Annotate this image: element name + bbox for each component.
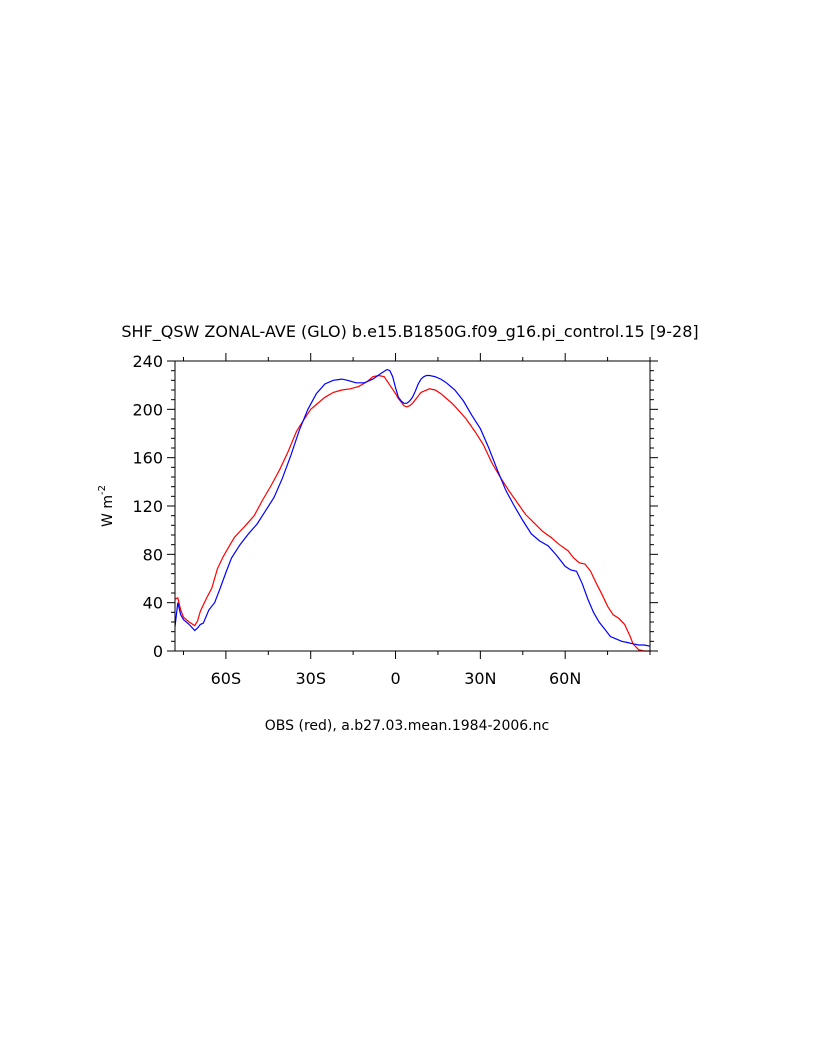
chart-title: SHF_QSW ZONAL-AVE (GLO) b.e15.B1850G.f09… [121, 322, 698, 342]
y-tick-label: 120 [132, 497, 163, 516]
y-tick-label: 80 [143, 545, 163, 564]
y-tick-labels: 0 40 80 120 160 200 240 [132, 352, 163, 661]
x-tick-labels: 60S 30S 0 30N 60N [211, 669, 582, 688]
y-axis-label: W m-2 [97, 485, 116, 527]
x-tick-label: 0 [390, 669, 400, 688]
series-line-1 [174, 368, 651, 647]
y-axis-label-text: W m [100, 495, 116, 527]
x-axis-caption: OBS (red), a.b27.03.mean.1984-2006.nc [265, 718, 549, 734]
y-tick-label: 0 [153, 642, 163, 661]
y-axis-label-superscript: -2 [97, 485, 108, 495]
y-tick-label: 40 [143, 594, 163, 613]
x-tick-label: 60N [549, 669, 581, 688]
series-layer [174, 368, 651, 652]
series-line-0 [174, 374, 650, 652]
plot-frame [174, 360, 651, 652]
x-tick-label: 30N [464, 669, 496, 688]
tick-layer [167, 353, 658, 659]
y-tick-label: 160 [132, 449, 163, 468]
y-tick-label: 240 [132, 352, 163, 371]
y-tick-label: 200 [132, 400, 163, 419]
x-tick-label: 60S [211, 669, 242, 688]
x-tick-label: 30S [295, 669, 326, 688]
